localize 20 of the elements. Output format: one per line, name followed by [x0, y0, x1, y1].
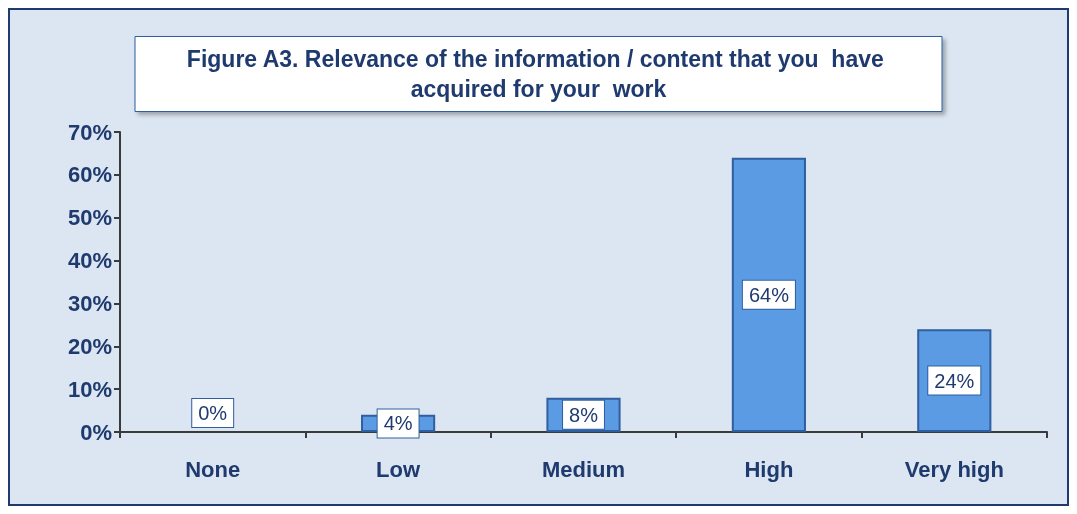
- y-tick-label: 10%: [67, 376, 112, 402]
- x-tick-label: None: [185, 456, 241, 482]
- y-tick-label: 30%: [67, 290, 112, 316]
- bar: [731, 157, 806, 432]
- x-tick-label: High: [744, 456, 794, 482]
- y-tick-label: 60%: [67, 162, 112, 188]
- y-tick-label: 0%: [80, 419, 112, 445]
- data-label: 0%: [198, 402, 228, 424]
- y-tick-label: 70%: [67, 119, 112, 145]
- data-label: 64%: [748, 283, 790, 306]
- data-label: 8%: [569, 403, 599, 426]
- data-label: 24%: [934, 369, 975, 392]
- chart-title: Figure A3. Relevance of the information / content that you have acquired for your work: [186, 46, 891, 102]
- x-tick-label: Low: [376, 456, 421, 482]
- data-label: 4%: [383, 412, 413, 435]
- y-tick-label: 40%: [67, 248, 112, 274]
- y-tick-label: 50%: [67, 205, 112, 231]
- x-tick-label: Medium: [541, 456, 626, 482]
- x-tick-label: Very high: [904, 456, 1004, 482]
- y-tick-label: 20%: [67, 333, 112, 359]
